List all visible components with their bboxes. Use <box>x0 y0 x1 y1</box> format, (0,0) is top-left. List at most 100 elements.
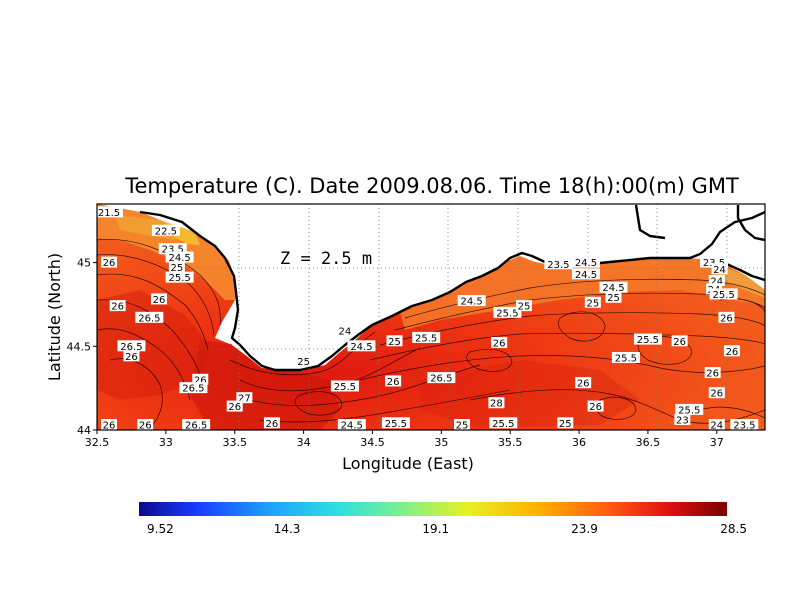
contour-label: 26 <box>109 300 126 313</box>
contour-label: 25 <box>295 355 312 368</box>
x-tick-label: 35.5 <box>498 436 523 449</box>
contour-label: 26 <box>723 345 740 358</box>
y-axis: 44 44.5 45 <box>67 257 97 437</box>
contour-label: 25.5 <box>412 331 441 344</box>
contour-label: 24.5 <box>165 251 194 264</box>
contour-label: 26 <box>704 367 721 380</box>
svg-text:26: 26 <box>228 402 241 413</box>
contour-label: 26 <box>150 293 167 306</box>
contour-label: 25.5 <box>611 352 640 365</box>
svg-text:24.5: 24.5 <box>460 297 482 308</box>
svg-text:25.5: 25.5 <box>415 333 437 344</box>
contour-label: 24.5 <box>347 340 376 353</box>
y-tick-label: 45 <box>77 257 91 270</box>
svg-text:25.5: 25.5 <box>637 335 659 346</box>
map-title: Temperature (C). Date 2009.08.06. Time 1… <box>124 174 739 198</box>
contour-label: 24.5 <box>599 281 628 294</box>
svg-text:25.5: 25.5 <box>713 290 735 301</box>
contour-label: 23.5 <box>544 258 573 271</box>
svg-text:21.5: 21.5 <box>98 208 120 219</box>
contour-label: 25.5 <box>330 380 359 393</box>
svg-text:26: 26 <box>194 375 207 386</box>
y-tick-label: 44.5 <box>67 340 92 353</box>
contour-label: 26 <box>385 375 402 388</box>
svg-text:25: 25 <box>559 419 572 430</box>
svg-text:26.5: 26.5 <box>182 384 204 395</box>
contour-label: 25.5 <box>381 417 410 430</box>
svg-text:26: 26 <box>673 337 686 348</box>
x-tick-label: 32.5 <box>85 436 110 449</box>
svg-text:26: 26 <box>720 313 733 324</box>
contour-label: 26.5 <box>117 340 146 353</box>
contour-label: 27 <box>236 392 253 405</box>
svg-text:26.5: 26.5 <box>120 342 142 353</box>
contour-lines <box>97 239 765 429</box>
contour-label: 26 <box>587 400 604 413</box>
svg-text:24.5: 24.5 <box>602 283 624 294</box>
svg-text:25: 25 <box>171 263 184 274</box>
svg-text:26: 26 <box>139 421 152 432</box>
svg-text:26: 26 <box>710 389 723 400</box>
contour-label: 25 <box>168 261 185 274</box>
contour-label: 25.5 <box>493 306 522 319</box>
contour-label: 25 <box>453 419 470 432</box>
svg-text:24: 24 <box>339 327 352 338</box>
contour-label: 24.5 <box>337 419 366 432</box>
plot-frame <box>96 203 766 431</box>
contour-label: 28 <box>488 397 505 410</box>
contour-label: 25 <box>584 296 601 309</box>
y-tick-label: 44 <box>77 424 91 437</box>
svg-text:25: 25 <box>388 337 401 348</box>
svg-text:25.5: 25.5 <box>492 419 514 430</box>
x-tick-label: 35 <box>434 436 448 449</box>
svg-text:26.5: 26.5 <box>138 313 160 324</box>
svg-text:26: 26 <box>125 352 138 363</box>
y-axis-label: Latitude (North) <box>45 253 64 381</box>
svg-text:26: 26 <box>111 302 124 313</box>
contour-label: 25 <box>557 417 574 430</box>
svg-text:26: 26 <box>103 421 116 432</box>
x-axis-label: Longitude (East) <box>342 454 474 473</box>
svg-text:26.5: 26.5 <box>430 374 452 385</box>
svg-text:26: 26 <box>706 369 719 380</box>
contour-label: 26.5 <box>427 372 456 385</box>
x-axis: 32.5 33 33.5 34 34.5 35 35.5 36 36.5 37 <box>85 430 724 449</box>
contour-label: 25.5 <box>633 333 662 346</box>
x-tick-label: 33 <box>159 436 173 449</box>
svg-text:24.5: 24.5 <box>169 253 191 264</box>
svg-text:25: 25 <box>607 293 620 304</box>
contour-label: 26 <box>575 377 592 390</box>
colorbar <box>139 502 727 516</box>
contour-label: 24.5 <box>571 268 600 281</box>
svg-text:23.5: 23.5 <box>162 245 184 256</box>
contour-label: 26 <box>192 373 209 386</box>
svg-text:23.5: 23.5 <box>733 421 755 432</box>
contour-label: 26.5 <box>182 419 211 432</box>
svg-text:26: 26 <box>726 347 739 358</box>
svg-text:24.5: 24.5 <box>341 421 363 432</box>
land-taman <box>736 205 765 240</box>
svg-text:26: 26 <box>153 295 166 306</box>
contour-label: 26 <box>708 387 725 400</box>
contour-label: 25.5 <box>489 417 518 430</box>
contour-label: 26 <box>671 335 688 348</box>
svg-text:25.5: 25.5 <box>169 273 191 284</box>
contour-label: 23.5 <box>158 243 187 256</box>
svg-text:24.5: 24.5 <box>350 342 372 353</box>
contour-label: 26 <box>137 419 154 432</box>
svg-text:26: 26 <box>266 419 279 430</box>
colorbar-tick-label: 28.5 <box>720 522 747 536</box>
svg-text:25.5: 25.5 <box>385 419 407 430</box>
x-tick-label: 36.5 <box>636 436 661 449</box>
svg-text:26: 26 <box>103 258 116 269</box>
svg-text:25: 25 <box>297 357 310 368</box>
colorbar-tick-label: 9.52 <box>147 522 174 536</box>
contour-label: 23 <box>674 413 691 426</box>
contour-label: 24.5 <box>457 295 486 308</box>
contour-label: 26 <box>226 400 243 413</box>
contour-label: 26.5 <box>179 382 208 395</box>
svg-text:24.5: 24.5 <box>575 270 597 281</box>
svg-text:26: 26 <box>589 402 602 413</box>
contour-label: 24.5 <box>571 256 600 269</box>
